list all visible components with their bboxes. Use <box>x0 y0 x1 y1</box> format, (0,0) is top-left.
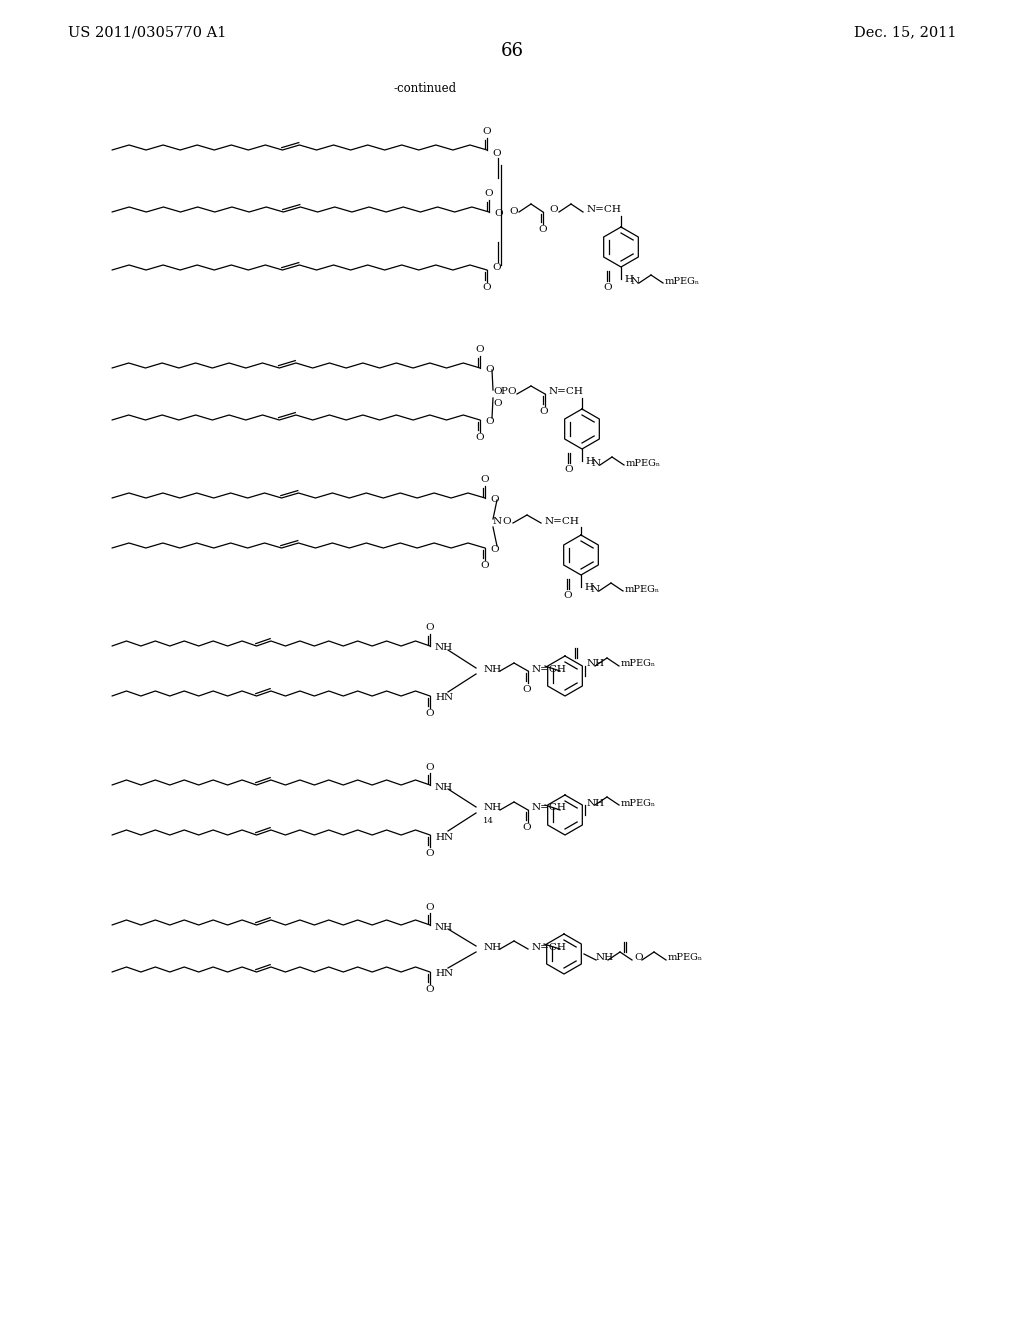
Text: US 2011/0305770 A1: US 2011/0305770 A1 <box>68 25 226 40</box>
Text: O: O <box>480 475 489 484</box>
Text: N: N <box>631 276 640 285</box>
Text: 66: 66 <box>501 42 523 59</box>
Text: N: N <box>592 458 601 467</box>
Text: HN: HN <box>435 693 454 702</box>
Text: O: O <box>522 824 531 833</box>
Text: O: O <box>426 710 434 718</box>
Text: O: O <box>604 282 612 292</box>
Text: P: P <box>500 388 507 396</box>
Text: mPEGₙ: mPEGₙ <box>621 660 656 668</box>
Text: O: O <box>493 400 502 408</box>
Text: O: O <box>492 263 501 272</box>
Text: N=CH: N=CH <box>545 516 580 525</box>
Text: N: N <box>493 516 502 525</box>
Text: mPEGₙ: mPEGₙ <box>621 799 656 808</box>
Text: NH: NH <box>435 923 454 932</box>
Text: N=CH: N=CH <box>532 942 567 952</box>
Text: Dec. 15, 2011: Dec. 15, 2011 <box>853 25 956 40</box>
Text: O: O <box>507 388 516 396</box>
Text: O: O <box>493 388 502 396</box>
Text: O: O <box>480 561 489 570</box>
Text: NH: NH <box>484 664 502 673</box>
Text: O: O <box>426 986 434 994</box>
Text: HN: HN <box>435 969 454 978</box>
Text: O: O <box>540 408 548 417</box>
Text: NH: NH <box>435 783 454 792</box>
Text: O: O <box>492 149 501 157</box>
Text: O: O <box>482 284 492 293</box>
Text: N=CH: N=CH <box>532 804 567 813</box>
Text: -continued: -continued <box>393 82 456 95</box>
Text: H: H <box>624 275 633 284</box>
Text: NH: NH <box>484 942 502 952</box>
Text: N=CH: N=CH <box>549 388 584 396</box>
Text: O: O <box>476 346 484 355</box>
Text: O: O <box>476 433 484 442</box>
Text: N=CH: N=CH <box>532 664 567 673</box>
Text: O: O <box>482 128 492 136</box>
Text: O: O <box>490 545 499 554</box>
Text: H: H <box>585 457 594 466</box>
Text: N=CH: N=CH <box>587 206 622 214</box>
Text: O: O <box>539 224 547 234</box>
Text: NH: NH <box>587 799 605 808</box>
Text: N: N <box>591 585 600 594</box>
Text: O: O <box>485 366 494 375</box>
Text: mPEGₙ: mPEGₙ <box>665 276 700 285</box>
Text: O: O <box>509 207 517 216</box>
Text: O: O <box>426 849 434 858</box>
Text: O: O <box>484 190 494 198</box>
Text: mPEGₙ: mPEGₙ <box>668 953 703 962</box>
Text: 14: 14 <box>483 817 494 825</box>
Text: O: O <box>522 685 531 693</box>
Text: O: O <box>426 623 434 632</box>
Text: O: O <box>502 516 511 525</box>
Text: O: O <box>485 417 494 426</box>
Text: O: O <box>563 590 572 599</box>
Text: O: O <box>549 206 558 214</box>
Text: O: O <box>564 465 573 474</box>
Text: mPEGₙ: mPEGₙ <box>625 585 660 594</box>
Text: HN: HN <box>435 833 454 842</box>
Text: O: O <box>490 495 499 504</box>
Text: NH: NH <box>435 644 454 652</box>
Text: H: H <box>584 582 593 591</box>
Text: NH: NH <box>587 660 605 668</box>
Text: O: O <box>634 953 643 962</box>
Text: NH: NH <box>484 804 502 813</box>
Text: mPEGₙ: mPEGₙ <box>626 458 662 467</box>
Text: O: O <box>426 903 434 912</box>
Text: O: O <box>426 763 434 771</box>
Text: NH: NH <box>596 953 614 962</box>
Text: O: O <box>494 210 503 219</box>
